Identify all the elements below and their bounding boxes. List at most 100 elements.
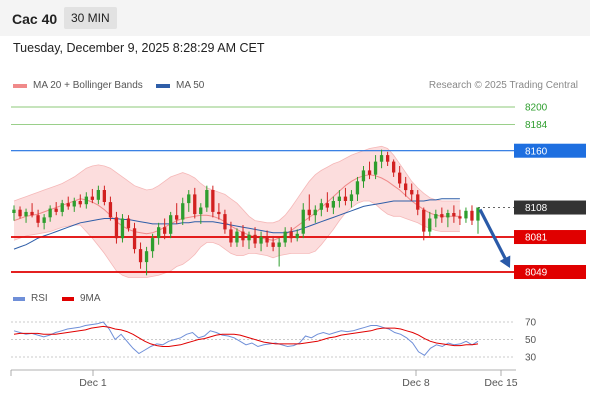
candle-body <box>42 217 46 223</box>
candle-body <box>319 203 323 210</box>
candle-body <box>379 155 384 162</box>
candle-body <box>283 231 287 243</box>
level-label-8108: 8108 <box>525 203 548 214</box>
level-label-8184: 8184 <box>525 120 548 131</box>
candle-body <box>446 213 450 218</box>
x-tick-label: Dec 15 <box>484 377 517 389</box>
legend-9ma: 9MA <box>62 293 101 304</box>
candle-body <box>114 217 119 239</box>
header-bar: Cac 40 30 MIN <box>0 0 590 36</box>
bollinger-upper <box>13 145 460 224</box>
candle-body <box>48 208 52 218</box>
legend-rsi: RSI <box>13 293 48 304</box>
candle-body <box>277 242 281 247</box>
bollinger-lower <box>13 200 460 278</box>
candle-body <box>476 207 480 221</box>
forecast-arrow-shaft <box>478 208 509 263</box>
candle-body <box>96 190 100 200</box>
candle-body <box>175 215 179 220</box>
candle-body <box>349 194 354 201</box>
candle-body <box>422 209 426 232</box>
candle-body <box>295 233 299 239</box>
candle-body <box>398 172 402 184</box>
candle-body <box>211 190 215 212</box>
candle-body <box>24 211 28 217</box>
level-box-8081 <box>514 230 586 245</box>
rsi-tick-label: 50 <box>525 335 537 346</box>
candle-body <box>404 183 408 191</box>
rsi-9ma-line <box>13 325 479 347</box>
candle-body <box>84 196 88 205</box>
level-label-8200: 8200 <box>525 103 548 114</box>
candle-body <box>102 190 106 202</box>
legend-rsi-swatch <box>13 296 25 301</box>
candle-body <box>18 209 22 217</box>
candle-body <box>157 227 161 239</box>
legend-9ma-swatch <box>62 296 74 301</box>
candle-body <box>337 196 341 201</box>
candle-body <box>126 218 131 229</box>
level-label-8160: 8160 <box>525 146 548 157</box>
candle-body <box>120 218 125 239</box>
forecast-arrow-head <box>499 255 511 268</box>
candle-body <box>150 238 155 252</box>
candle-body <box>410 190 414 195</box>
candle-body <box>187 194 191 204</box>
candle-body <box>361 170 366 182</box>
research-credit: Research © 2025 Trading Central <box>428 80 578 91</box>
candle-body <box>271 242 275 247</box>
x-tick-label: Dec 8 <box>402 377 430 389</box>
candle-body <box>440 214 444 218</box>
legend-rsi-label: RSI <box>31 293 48 304</box>
candle-body <box>138 249 143 263</box>
candle-body <box>373 161 378 175</box>
candle-body <box>66 203 70 207</box>
x-tick-label: Dec 1 <box>79 377 107 389</box>
candle-body <box>259 237 263 244</box>
rsi-line <box>13 321 479 356</box>
candle-body <box>132 228 137 250</box>
level-label-8049: 8049 <box>525 268 548 279</box>
candle-body <box>307 209 311 216</box>
candle-body <box>247 234 251 241</box>
rsi-tick-label: 30 <box>525 353 537 364</box>
candle-body <box>169 215 173 234</box>
candle-body <box>343 196 348 201</box>
candle-body <box>72 201 76 207</box>
timeframe-button[interactable]: 30 MIN <box>64 7 117 29</box>
candle-body <box>470 210 474 221</box>
legend-ma50-swatch <box>156 83 170 88</box>
candle-body <box>355 181 360 195</box>
candle-body <box>229 229 233 243</box>
legend-ma50: MA 50 <box>156 80 204 91</box>
ma50-line <box>13 198 460 250</box>
candle-body <box>434 214 438 219</box>
candle-body <box>12 209 16 213</box>
legend-ma20-swatch <box>13 83 27 88</box>
legend-9ma-label: 9MA <box>80 293 101 304</box>
candle-body <box>416 194 420 210</box>
legend-ma50-label: MA 50 <box>176 80 205 91</box>
level-box-8049 <box>514 265 586 279</box>
candle-body <box>313 209 317 216</box>
rsi-tick-label: 70 <box>525 318 537 329</box>
candle-body <box>241 231 245 241</box>
candle-body <box>54 208 58 212</box>
candle-body <box>193 194 197 215</box>
candle-body <box>181 203 185 220</box>
level-label-8081: 8081 <box>525 233 548 244</box>
candle-body <box>235 231 239 243</box>
instrument-title: Cac 40 <box>12 11 58 27</box>
candle-body <box>367 170 372 175</box>
candle-body <box>301 209 305 234</box>
level-box-8160 <box>514 143 586 158</box>
candle-body <box>60 203 64 212</box>
candle-body <box>163 227 167 234</box>
candle-body <box>30 211 34 216</box>
legend-ma20: MA 20 + Bollinger Bands <box>13 80 143 91</box>
legend-ma20-label: MA 20 + Bollinger Bands <box>33 80 143 91</box>
candle-body <box>325 203 329 208</box>
candle-body <box>458 216 462 219</box>
candle-body <box>331 201 335 208</box>
candle-body <box>452 213 456 217</box>
